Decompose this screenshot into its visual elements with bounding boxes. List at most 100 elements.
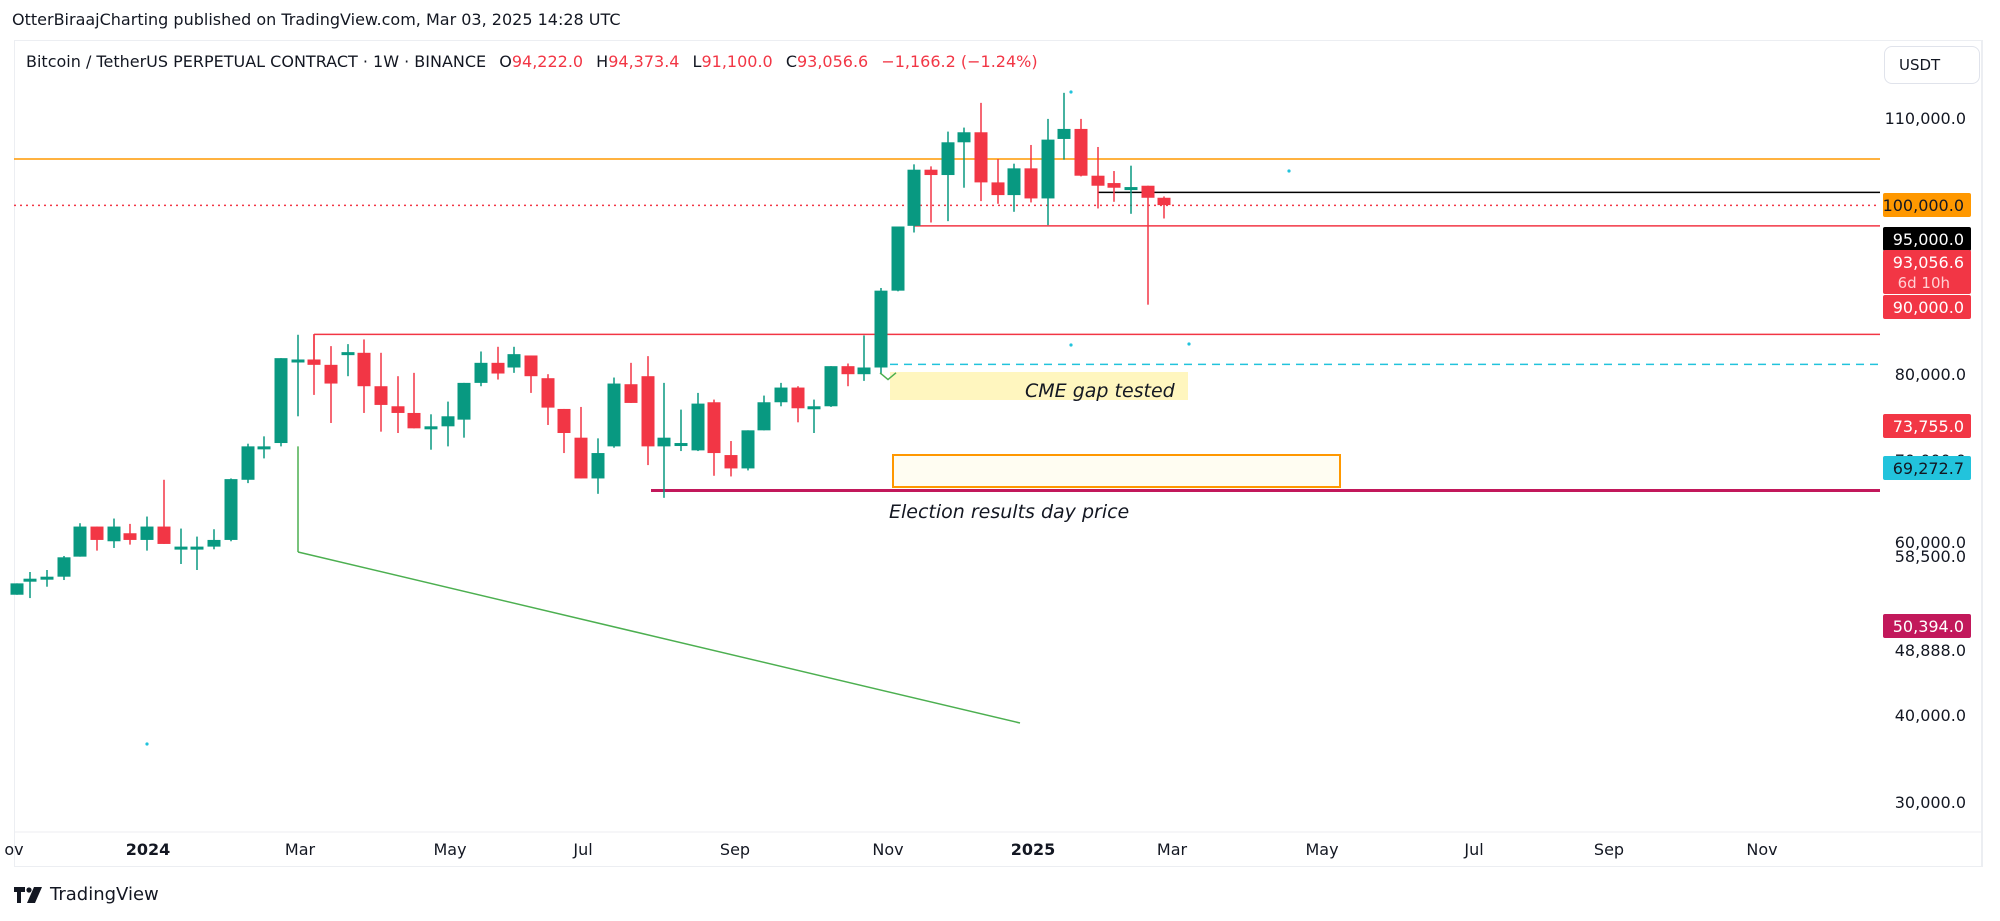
marker-dot (1069, 343, 1073, 347)
close-value: 93,056.6 (796, 52, 869, 71)
candle-up[interactable] (674, 443, 688, 447)
candle-up[interactable] (291, 359, 305, 363)
candle-down[interactable] (123, 533, 137, 540)
candle-up[interactable] (341, 352, 355, 356)
candle-down[interactable] (624, 384, 638, 403)
election-zone-rectangle[interactable] (892, 454, 1341, 488)
candle-up[interactable] (1007, 168, 1021, 196)
candle-up[interactable] (857, 367, 871, 375)
candle-up[interactable] (190, 546, 204, 550)
candle-down[interactable] (524, 355, 538, 377)
high-value: 94,373.4 (608, 52, 680, 71)
tradingview-logo-icon (14, 886, 42, 903)
candle-up[interactable] (107, 526, 121, 542)
candle-down[interactable] (924, 169, 938, 176)
candle-up[interactable] (457, 382, 471, 420)
change-value: −1,166.2 (−1.24%) (881, 52, 1038, 71)
candle-up[interactable] (741, 430, 755, 469)
low-value: 91,100.0 (701, 52, 773, 71)
candle-down[interactable] (724, 455, 738, 469)
candle-up[interactable] (774, 387, 788, 403)
candle-up[interactable] (73, 526, 87, 557)
open-label: O (499, 52, 512, 71)
candle-up[interactable] (174, 546, 188, 550)
candle-down[interactable] (1107, 183, 1121, 188)
price-label: 90,000.0 (1893, 298, 1964, 317)
candle-up[interactable] (224, 479, 238, 540)
candle-up[interactable] (957, 132, 971, 143)
candle-up[interactable] (57, 557, 71, 577)
candle-up[interactable] (874, 290, 888, 368)
candle-down[interactable] (307, 359, 321, 365)
candle-down[interactable] (974, 132, 988, 183)
price-label-box (1883, 250, 1971, 294)
candle-down[interactable] (90, 526, 104, 540)
candle-up[interactable] (891, 226, 905, 291)
candle-down[interactable] (791, 387, 805, 409)
candle-up[interactable] (23, 578, 37, 582)
candle-up[interactable] (441, 416, 455, 427)
price-label-box (1883, 456, 1971, 480)
candle-up[interactable] (607, 383, 621, 447)
candle-up[interactable] (207, 539, 221, 547)
candle-down[interactable] (557, 408, 571, 434)
candle-down[interactable] (1091, 175, 1105, 186)
candle-down[interactable] (391, 406, 405, 413)
candle-down[interactable] (324, 364, 338, 384)
low-label: L (692, 52, 702, 71)
candle-down[interactable] (574, 437, 588, 479)
candle-down[interactable] (1157, 197, 1171, 206)
candle-up[interactable] (474, 362, 488, 383)
marker-dot (1287, 169, 1291, 173)
candle-up[interactable] (40, 576, 54, 580)
price-tick: 48,888.0 (1895, 641, 1966, 660)
candle-down[interactable] (357, 352, 371, 387)
candle-up[interactable] (10, 583, 24, 595)
price-label: 93,056.6 (1893, 253, 1964, 272)
candle-down[interactable] (1074, 128, 1088, 176)
candle-up[interactable] (591, 453, 605, 479)
candle-down[interactable] (541, 378, 555, 408)
candle-up[interactable] (424, 426, 438, 430)
green-trendline[interactable] (297, 551, 1021, 724)
candle-down[interactable] (157, 526, 171, 544)
candle-up[interactable] (257, 446, 271, 450)
candle-down[interactable] (407, 412, 421, 429)
election-results-label: Election results day price (889, 501, 1129, 523)
candle-up[interactable] (691, 403, 705, 451)
candle-up[interactable] (1057, 128, 1071, 139)
high-label: H (596, 52, 609, 71)
candle-up[interactable] (757, 402, 771, 431)
symbol-title[interactable]: Bitcoin / TetherUS PERPETUAL CONTRACT · … (26, 52, 487, 71)
candle-up[interactable] (274, 358, 288, 444)
currency-button[interactable]: USDT (1884, 46, 1980, 84)
cme-gap-highlight[interactable] (890, 372, 1188, 400)
candle-up[interactable] (657, 437, 671, 447)
price-tick: 110,000.0 (1885, 109, 1966, 128)
candle-up[interactable] (807, 406, 821, 410)
candle-down[interactable] (841, 366, 855, 375)
candle-up[interactable] (241, 446, 255, 480)
candle-up[interactable] (507, 354, 521, 368)
candle-down[interactable] (707, 402, 721, 454)
time-tick: Sep (1594, 840, 1624, 859)
candle-down[interactable] (491, 362, 505, 374)
candle-up[interactable] (1041, 139, 1055, 199)
candle-up[interactable] (941, 142, 955, 176)
candle-up[interactable] (1124, 187, 1138, 191)
candle-down[interactable] (641, 376, 655, 447)
candle-down[interactable] (1024, 168, 1038, 199)
time-tick: Sep (720, 840, 750, 859)
price-label-box (1883, 414, 1971, 438)
candle-down[interactable] (991, 182, 1005, 196)
time-tick: ov (4, 840, 23, 859)
candle-up[interactable] (824, 366, 838, 407)
tradingview-logo[interactable]: TradingView (14, 884, 159, 905)
candle-up[interactable] (140, 526, 154, 540)
price-label-box (1883, 614, 1971, 638)
candle-up[interactable] (907, 169, 921, 226)
candle-down[interactable] (1141, 185, 1155, 198)
candle-down[interactable] (374, 386, 388, 405)
time-tick: Mar (1157, 840, 1188, 859)
